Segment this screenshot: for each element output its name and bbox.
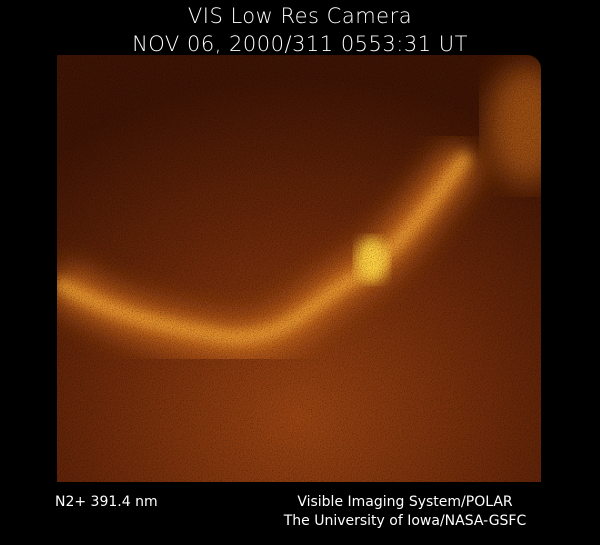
timestamp: NOV 06, 2000/311 0553:31 UT [132,32,468,56]
credit-line-2: The University of Iowa/NASA-GSFC [283,513,527,529]
wavelength-label: N2+ 391.4 nm [55,494,158,510]
aurora-image [57,55,541,482]
instrument-title: VIS Low Res Camera [187,4,413,28]
credit-line-1: Visible Imaging System/POLAR [297,494,513,510]
